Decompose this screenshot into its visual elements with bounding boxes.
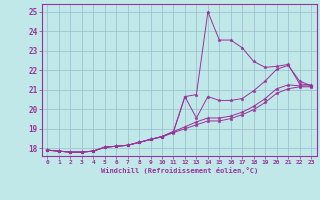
X-axis label: Windchill (Refroidissement éolien,°C): Windchill (Refroidissement éolien,°C)	[100, 167, 258, 174]
